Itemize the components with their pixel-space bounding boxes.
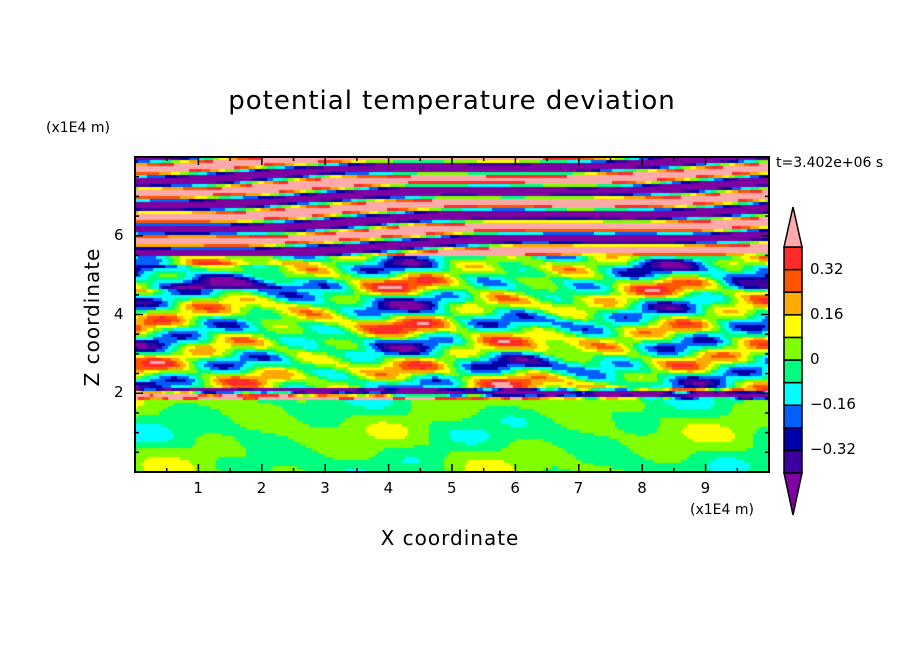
x-tick-label: 7 bbox=[573, 479, 584, 497]
colorbar-cell bbox=[783, 291, 803, 316]
colorbar-tick-label: −0.16 bbox=[810, 395, 856, 414]
x-tick-label: 8 bbox=[637, 479, 647, 497]
chart-title: potential temperature deviation bbox=[228, 86, 676, 116]
plot-frame bbox=[134, 156, 770, 473]
colorbar-cell bbox=[783, 268, 803, 293]
x-tick-label: 3 bbox=[320, 479, 330, 497]
x-tick-label: 4 bbox=[383, 479, 394, 497]
colorbar-cell bbox=[783, 314, 803, 339]
x-axis-label: X coordinate bbox=[380, 526, 520, 550]
x-axis-unit: (x1E4 m) bbox=[690, 502, 754, 518]
x-tick-label: 2 bbox=[256, 479, 267, 497]
colorbar-tick-label: −0.32 bbox=[810, 440, 856, 459]
colorbar-tick-label: 0.32 bbox=[810, 259, 844, 278]
colorbar-upper-extension bbox=[783, 206, 803, 248]
time-annotation: t=3.402e+06 s bbox=[776, 155, 884, 171]
plot-axes bbox=[134, 156, 770, 473]
y-axis-unit: (x1E4 m) bbox=[46, 120, 110, 136]
y-tick-label: 4 bbox=[114, 304, 124, 323]
colorbar-lower-extension bbox=[783, 472, 803, 516]
y-axis-label: Z coordinate bbox=[80, 247, 104, 387]
x-tick-label: 5 bbox=[447, 479, 457, 497]
y-tick-label: 6 bbox=[114, 225, 124, 244]
colorbar-cell bbox=[783, 381, 803, 406]
colorbar-cell bbox=[783, 449, 803, 474]
colorbar-tick-label: 0.16 bbox=[810, 304, 844, 323]
colorbar-cell bbox=[783, 359, 803, 384]
y-tick-label: 2 bbox=[114, 383, 124, 402]
x-tick-label: 6 bbox=[510, 479, 520, 497]
colorbar-tick-label: 0 bbox=[810, 350, 820, 368]
colorbar-cell bbox=[783, 404, 803, 429]
x-tick-label: 9 bbox=[700, 479, 711, 497]
colorbar-cell bbox=[783, 246, 803, 271]
x-tick-label: 1 bbox=[193, 479, 203, 497]
contour-field bbox=[135, 157, 769, 472]
colorbar-cell bbox=[783, 336, 803, 361]
plot-area bbox=[134, 156, 770, 473]
colorbar-cell bbox=[783, 427, 803, 452]
